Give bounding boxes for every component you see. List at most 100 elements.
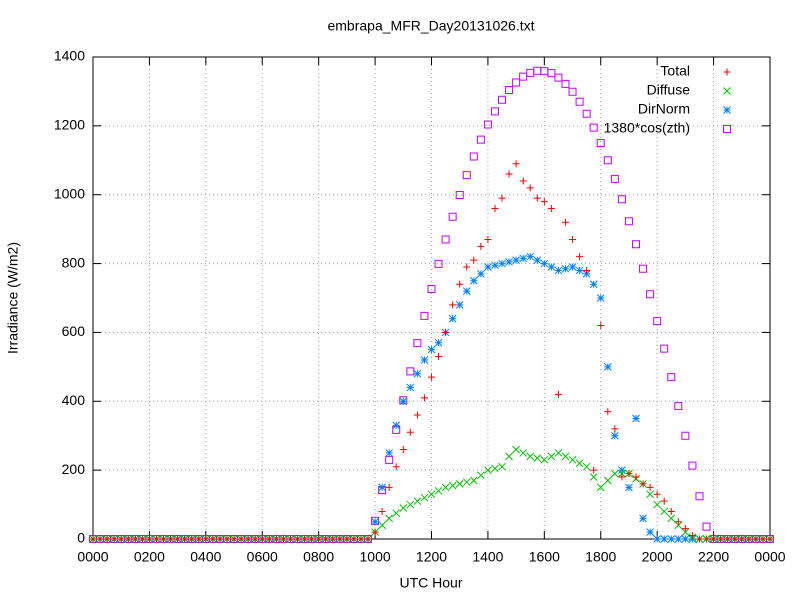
point xyxy=(145,535,153,543)
point xyxy=(547,69,556,78)
point xyxy=(477,471,485,480)
point xyxy=(364,535,372,543)
point xyxy=(745,535,753,543)
series xyxy=(89,160,774,543)
point xyxy=(752,535,760,543)
series xyxy=(89,66,774,543)
point xyxy=(441,235,450,244)
point xyxy=(667,535,676,543)
point xyxy=(152,535,160,543)
point xyxy=(413,497,422,505)
point xyxy=(540,455,549,464)
point xyxy=(596,139,605,148)
point xyxy=(385,514,394,523)
point xyxy=(435,353,443,361)
x-tick-label: 0000 xyxy=(77,549,108,565)
point xyxy=(505,257,513,266)
point xyxy=(611,469,619,478)
point xyxy=(103,535,111,543)
point xyxy=(420,493,429,502)
y-tick-label: 1200 xyxy=(54,117,85,133)
x-tick-label: 1800 xyxy=(585,549,616,565)
y-tick-label: 0 xyxy=(77,530,85,546)
point xyxy=(117,535,125,543)
point xyxy=(406,367,415,376)
point xyxy=(392,509,401,518)
point xyxy=(350,535,358,543)
point xyxy=(484,466,492,474)
point xyxy=(568,87,577,96)
legend-marker xyxy=(723,68,731,76)
point xyxy=(160,535,168,543)
point xyxy=(674,402,683,411)
point xyxy=(392,463,400,471)
point xyxy=(653,317,662,326)
legend-marker xyxy=(723,87,731,95)
point xyxy=(533,454,542,462)
point xyxy=(660,535,669,543)
point xyxy=(131,535,139,543)
point xyxy=(568,455,577,464)
point xyxy=(639,514,647,523)
point xyxy=(490,107,499,116)
point xyxy=(603,476,612,485)
point xyxy=(378,507,386,515)
x-tick-label: 2200 xyxy=(698,549,729,565)
point xyxy=(462,171,471,180)
point xyxy=(519,254,528,263)
point xyxy=(526,68,535,77)
point xyxy=(385,449,394,457)
point xyxy=(568,263,577,271)
point xyxy=(703,535,711,543)
point xyxy=(477,242,485,250)
point xyxy=(329,535,337,543)
point xyxy=(561,264,570,273)
point xyxy=(660,497,668,505)
point xyxy=(96,535,104,543)
point xyxy=(223,535,231,543)
point xyxy=(216,535,224,543)
point xyxy=(688,461,697,470)
y-axis-label: Irradiance (W/m2) xyxy=(5,242,21,354)
point xyxy=(434,259,443,268)
point xyxy=(448,212,457,221)
point xyxy=(533,256,542,264)
point xyxy=(589,280,598,289)
point xyxy=(575,266,584,275)
point xyxy=(583,266,591,274)
point xyxy=(455,480,464,488)
point xyxy=(385,455,394,464)
point xyxy=(604,408,612,416)
point xyxy=(399,445,407,453)
point xyxy=(646,528,654,536)
point xyxy=(343,535,351,543)
point xyxy=(469,276,478,285)
point xyxy=(561,452,570,461)
point xyxy=(455,301,464,309)
point xyxy=(610,174,619,183)
x-tick-label: 2000 xyxy=(642,549,673,565)
point xyxy=(470,256,478,264)
point xyxy=(244,535,252,543)
point xyxy=(491,261,499,270)
point xyxy=(738,535,746,543)
point xyxy=(230,535,238,543)
point xyxy=(279,535,287,543)
point xyxy=(392,421,401,430)
point xyxy=(505,86,514,95)
point xyxy=(724,535,732,543)
point xyxy=(632,240,641,249)
point xyxy=(371,517,379,526)
point xyxy=(674,535,683,543)
y-tick-label: 800 xyxy=(62,254,86,270)
point xyxy=(590,466,598,474)
point xyxy=(512,160,520,168)
point xyxy=(315,535,323,543)
point xyxy=(428,373,435,381)
point xyxy=(646,490,654,499)
legend-label: DirNorm xyxy=(638,101,690,117)
x-tick-label: 0600 xyxy=(247,549,278,565)
point xyxy=(258,535,266,543)
x-tick-label: 0400 xyxy=(190,549,221,565)
